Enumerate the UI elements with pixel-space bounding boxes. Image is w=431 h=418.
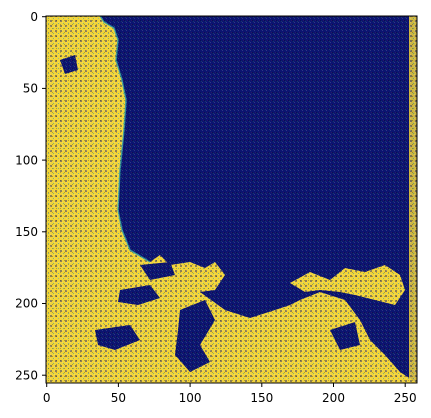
x-tick-label: 250 [394,391,417,405]
axes-frame [45,15,418,384]
y-axis: 0 50 100 150 200 250 [15,10,46,382]
y-tick-label: 100 [15,153,38,167]
y-tick-label: 200 [15,297,38,311]
x-tick-label: 200 [322,391,345,405]
x-tick-label: 0 [43,391,51,405]
y-tick-label: 150 [15,225,38,239]
texture-overlay [46,16,417,383]
y-tick-label: 250 [15,368,38,382]
image-area [45,15,418,384]
y-tick-label: 50 [23,82,38,96]
y-tick-label: 0 [30,10,38,24]
x-tick-label: 100 [179,391,202,405]
x-tick-label: 50 [111,391,126,405]
x-tick-label: 150 [250,391,273,405]
x-axis: 0 50 100 150 200 250 [43,383,417,405]
